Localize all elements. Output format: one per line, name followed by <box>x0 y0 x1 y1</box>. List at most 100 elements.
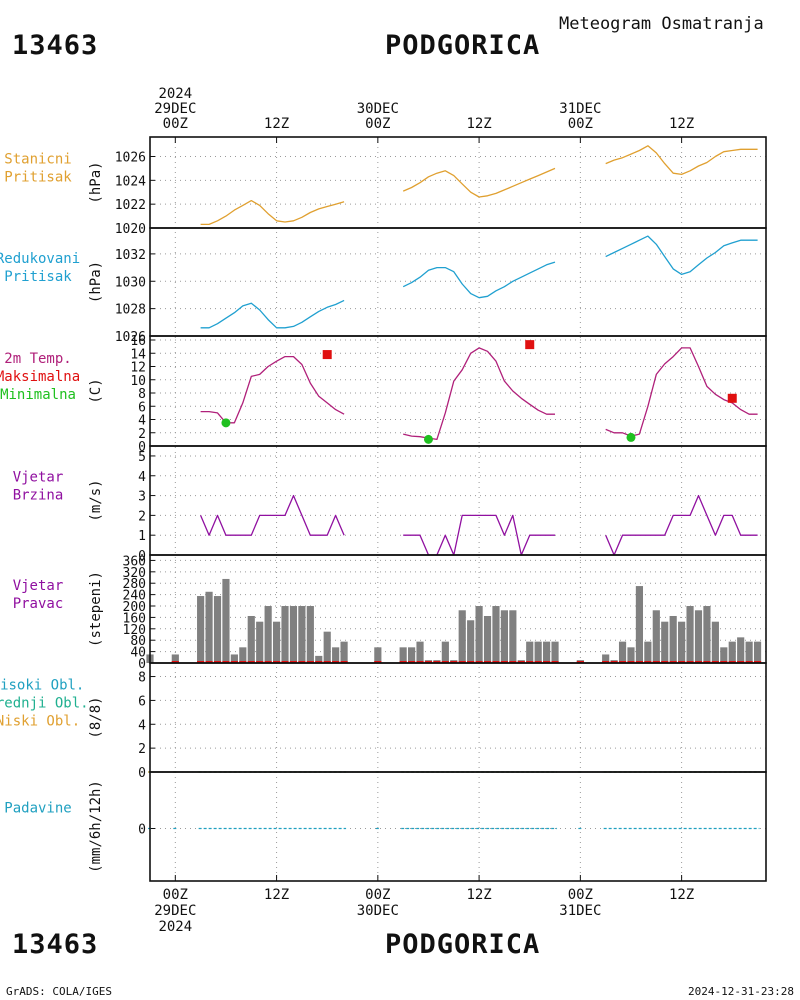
station_pressure-ylabel: (hPa) <box>88 161 104 203</box>
wind_direction-ytick-label-8: 320 <box>123 566 146 581</box>
precipitation-ytick-label-0: 0 <box>138 823 146 838</box>
wind_direction-bar-21 <box>399 647 407 663</box>
clouds-frame <box>149 662 767 773</box>
chart-subtitle: Meteogram Osmatranja <box>559 14 764 34</box>
wind_direction-base-mark-38 <box>543 661 551 663</box>
top-tick-label-5-0: 12Z <box>669 116 694 132</box>
wind_speed-label-1: Brzina <box>13 488 64 504</box>
wind_direction-base-mark-31 <box>483 661 492 663</box>
reduced_pressure-frame <box>149 227 767 337</box>
temperature-max-point-0 <box>322 350 332 360</box>
reduced_pressure-ytick-label-1: 1028 <box>115 303 146 318</box>
wind_direction-bar-52 <box>694 610 703 663</box>
wind_direction-bar-38 <box>543 641 551 663</box>
temperature-label-2: Minimalna <box>0 387 76 403</box>
wind_direction-bar-50 <box>678 621 686 663</box>
wind_direction-base-mark-45 <box>635 661 644 663</box>
wind_speed-ytick-label-2: 2 <box>138 509 146 524</box>
station-name-top: PODGORICA <box>385 30 541 61</box>
wind_direction-base-mark-21 <box>399 661 407 663</box>
bottom-tick-label-3-0: 12Z <box>466 887 491 903</box>
wind_direction-bar-41 <box>602 654 610 663</box>
wind_direction-bar-16 <box>315 655 323 663</box>
station_pressure-series-0-segment-1 <box>402 167 556 198</box>
wind_direction-label-0: Vjetar <box>13 578 64 594</box>
wind_direction-bar-54 <box>711 621 719 663</box>
wind_speed-label-0: Vjetar <box>13 470 64 486</box>
wind_direction-bar-14 <box>298 606 306 663</box>
wind_direction-base-mark-51 <box>686 661 694 663</box>
wind_direction-base-mark-59 <box>753 661 762 663</box>
wind_direction-bar-26 <box>441 641 449 663</box>
top-tick-label-2-1: 00Z <box>365 116 390 132</box>
wind_speed-frame <box>149 445 767 556</box>
wind_direction-ytick-label-0: 0 <box>138 657 146 672</box>
wind_direction-bar-29 <box>467 620 475 663</box>
temperature-ylabel: (C) <box>88 378 104 403</box>
wind_direction-base-mark-40 <box>576 661 584 663</box>
wind_direction-base-mark-27 <box>450 661 458 663</box>
station_pressure-ytick-label-0: 1020 <box>115 222 146 237</box>
wind_direction-base-mark-48 <box>661 661 669 663</box>
wind_direction-base-mark-42 <box>610 661 618 663</box>
reduced_pressure-ytick-label-3: 1032 <box>115 248 146 263</box>
wind_direction-bar-36 <box>526 641 534 663</box>
wind_direction-base-mark-17 <box>323 661 331 663</box>
wind_direction-label-1: Pravac <box>13 596 64 612</box>
wind_direction-bar-47 <box>652 610 660 663</box>
wind_direction-bar-13 <box>289 606 298 663</box>
wind_direction-bar-17 <box>323 631 331 663</box>
wind_direction-base-mark-15 <box>306 661 314 663</box>
temperature-label-1: Maksimalna <box>0 369 80 385</box>
wind_direction-base-mark-14 <box>298 661 306 663</box>
wind_direction-base-mark-52 <box>694 661 703 663</box>
wind_direction-bar-15 <box>306 606 314 663</box>
wind_direction-base-mark-49 <box>669 661 677 663</box>
precipitation-frame <box>149 771 767 882</box>
wind_direction-bar-22 <box>408 647 416 663</box>
bottom-tick-label-0-1: 29DEC <box>154 903 196 919</box>
wind_direction-base-mark-26 <box>441 661 449 663</box>
wind_speed-ytick-label-4: 4 <box>138 470 146 485</box>
wind_direction-bar-55 <box>720 647 728 663</box>
wind_direction-bar-11 <box>272 621 281 663</box>
wind_direction-ytick-label-2: 80 <box>130 634 146 649</box>
temperature-ytick-label-3: 6 <box>138 400 146 415</box>
wind_speed-ytick-label-3: 3 <box>138 490 146 505</box>
temperature-min-point-1 <box>423 434 433 444</box>
wind_direction-bar-59 <box>753 641 762 663</box>
wind_direction-bar-9 <box>256 621 264 663</box>
station_pressure-ytick-label-2: 1024 <box>115 174 146 189</box>
wind_direction-bar-45 <box>635 586 644 663</box>
precipitation-label-0: Padavine <box>4 801 71 817</box>
wind_direction-bar-31 <box>483 615 492 663</box>
reduced_pressure-label-0: Redukovani <box>0 251 80 267</box>
wind_direction-base-mark-18 <box>332 661 340 663</box>
wind_direction-base-mark-16 <box>315 661 323 663</box>
wind_direction-base-mark-5 <box>222 661 230 663</box>
wind_direction-bar-53 <box>703 606 711 663</box>
wind_direction-bar-51 <box>686 606 694 663</box>
wind_direction-bar-28 <box>458 610 466 663</box>
wind_direction-bar-18 <box>332 647 340 663</box>
wind_direction-bar-49 <box>669 615 677 663</box>
station-name-bottom: PODGORICA <box>385 929 541 960</box>
bottom-tick-label-2-0: 00Z <box>365 887 390 903</box>
wind_direction-base-mark-34 <box>509 661 517 663</box>
clouds-ytick-label-4: 8 <box>138 671 146 686</box>
wind_direction-base-mark-57 <box>737 661 745 663</box>
temperature-ytick-label-0: 0 <box>138 440 146 455</box>
bottom-tick-label-1-0: 12Z <box>264 887 289 903</box>
top-tick-label-2-0: 30DEC <box>357 101 399 117</box>
clouds-label-2: Niski Obl. <box>0 714 80 730</box>
temperature-ytick-label-6: 12 <box>130 361 146 376</box>
top-tick-label-4-0: 31DEC <box>559 101 601 117</box>
wind_direction-base-mark-11 <box>272 661 281 663</box>
wind_direction-base-mark-33 <box>500 661 508 663</box>
station_pressure-label-0: Stanicni <box>4 152 71 168</box>
wind_direction-bar-19 <box>340 641 348 663</box>
wind_direction-base-mark-2 <box>197 661 205 663</box>
panel-station_pressure: 1020 1022 1024 1026 Stanicni Pritisak (hPa) <box>4 136 767 237</box>
